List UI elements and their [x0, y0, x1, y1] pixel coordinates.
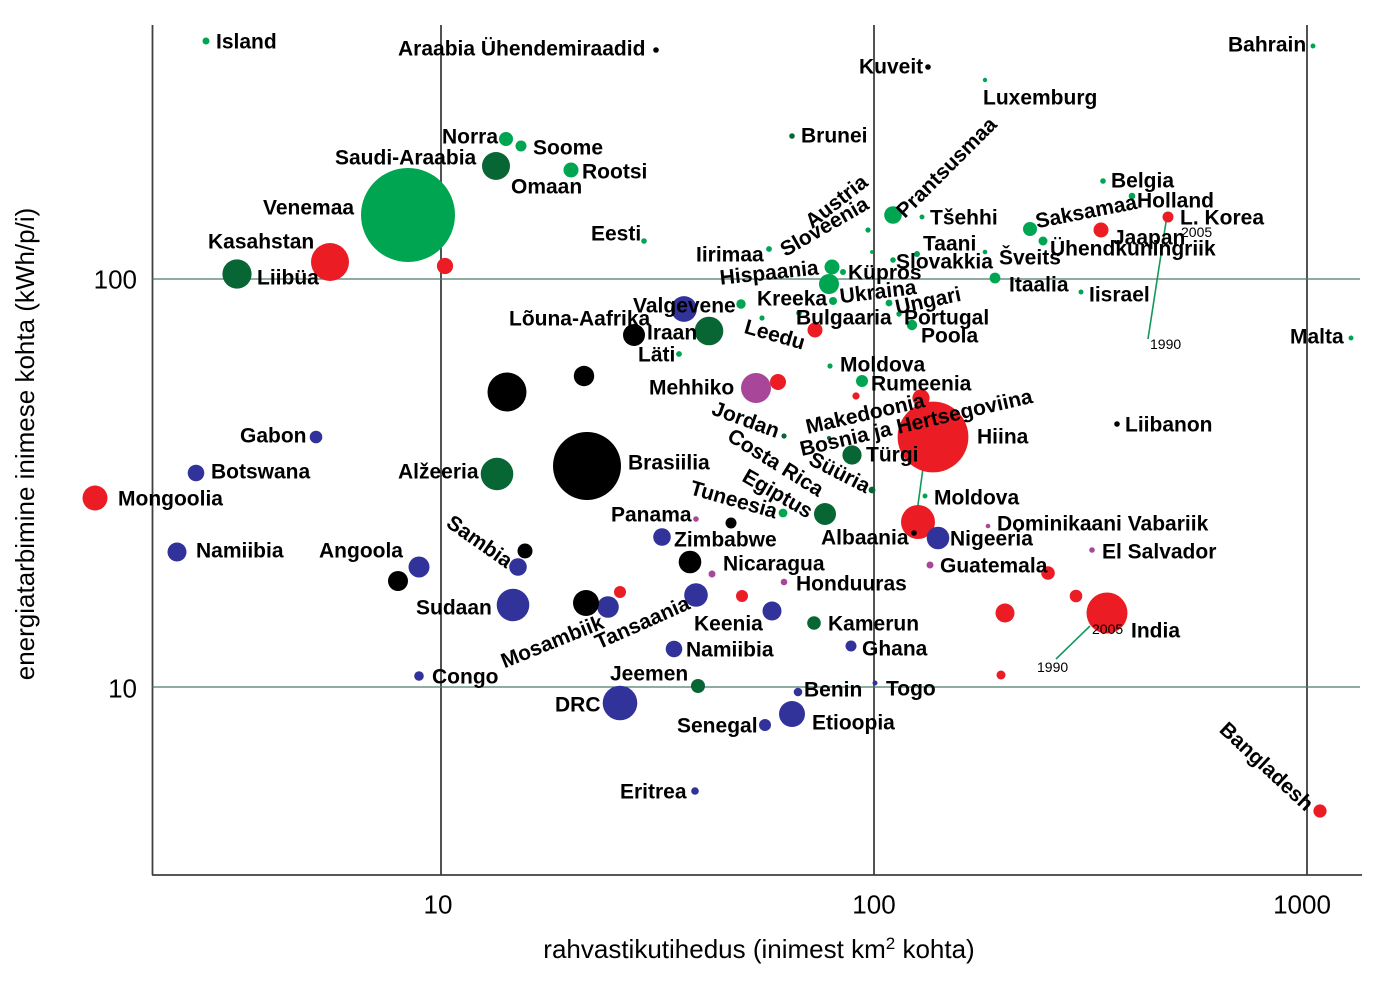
- svg-text:Hiina: Hiina: [977, 426, 1029, 449]
- svg-text:Eesti: Eesti: [591, 223, 641, 246]
- svg-text:Honduuras: Honduuras: [796, 573, 907, 596]
- svg-text:Rootsi: Rootsi: [582, 161, 647, 184]
- svg-text:Poola: Poola: [921, 325, 978, 348]
- svg-text:Holland: Holland: [1137, 190, 1214, 213]
- svg-text:Portugal: Portugal: [904, 307, 989, 330]
- svg-text:Bulgaaria: Bulgaaria: [796, 307, 892, 330]
- svg-text:Araabia Ühendemiraadid: Araabia Ühendemiraadid: [398, 38, 645, 61]
- svg-text:1990: 1990: [1037, 659, 1068, 675]
- svg-text:Mehhiko: Mehhiko: [649, 377, 734, 400]
- svg-text:Eritrea: Eritrea: [620, 781, 687, 804]
- svg-text:rahvastikutihedus (inimest km2: rahvastikutihedus (inimest km2 kohta): [543, 934, 974, 965]
- svg-text:Mongoolia: Mongoolia: [118, 488, 223, 511]
- svg-text:Nicaragua: Nicaragua: [723, 553, 825, 576]
- svg-text:DRC: DRC: [555, 694, 601, 717]
- svg-text:Jeemen: Jeemen: [610, 663, 688, 686]
- svg-text:Moldova: Moldova: [840, 354, 925, 377]
- svg-text:Saudi-Araabia: Saudi-Araabia: [335, 147, 477, 170]
- svg-text:Keenia: Keenia: [694, 613, 763, 636]
- svg-text:100: 100: [852, 889, 895, 919]
- svg-text:Sudaan: Sudaan: [416, 597, 492, 620]
- svg-text:Kasahstan: Kasahstan: [208, 231, 314, 254]
- svg-text:El Salvador: El Salvador: [1102, 541, 1216, 564]
- svg-text:Ghana: Ghana: [862, 638, 928, 661]
- svg-text:Valgevene: Valgevene: [633, 295, 736, 318]
- svg-text:Liibüa: Liibüa: [257, 267, 319, 290]
- svg-text:Iraan: Iraan: [647, 322, 697, 345]
- svg-text:Šveits: Šveits: [999, 246, 1061, 270]
- svg-text:Botswana: Botswana: [211, 461, 311, 484]
- svg-text:Omaan: Omaan: [511, 176, 582, 199]
- svg-text:Zimbabwe: Zimbabwe: [674, 529, 777, 552]
- svg-text:Congo: Congo: [432, 666, 498, 689]
- svg-text:Guatemala: Guatemala: [940, 555, 1048, 578]
- svg-text:Slovakkia: Slovakkia: [896, 251, 993, 274]
- svg-text:Taani: Taani: [923, 233, 976, 256]
- svg-text:Namiibia: Namiibia: [196, 540, 284, 563]
- svg-text:Liibanon: Liibanon: [1125, 414, 1213, 437]
- svg-text:Lõuna-Aafrika: Lõuna-Aafrika: [509, 308, 651, 331]
- svg-text:Norra: Norra: [442, 126, 498, 149]
- svg-text:Namiibia: Namiibia: [686, 639, 774, 662]
- svg-text:Türgi: Türgi: [866, 444, 919, 467]
- svg-text:Brunei: Brunei: [801, 125, 868, 148]
- svg-text:Jaapan: Jaapan: [1113, 227, 1185, 250]
- svg-text:Dominikaani Vabariik: Dominikaani Vabariik: [997, 513, 1209, 536]
- svg-text:Kuveit: Kuveit: [859, 56, 923, 79]
- svg-text:Soome: Soome: [533, 137, 603, 160]
- svg-text:2005: 2005: [1092, 621, 1123, 637]
- svg-text:Rumeenia: Rumeenia: [871, 373, 972, 396]
- svg-text:10: 10: [424, 889, 453, 919]
- svg-text:Angoola: Angoola: [319, 540, 403, 563]
- svg-text:Läti: Läti: [638, 344, 675, 367]
- svg-text:1000: 1000: [1273, 889, 1331, 919]
- svg-text:Benin: Benin: [804, 679, 862, 702]
- svg-text:10: 10: [108, 673, 137, 703]
- svg-text:Nigeeria: Nigeeria: [950, 528, 1033, 551]
- svg-text:Venemaa: Venemaa: [263, 197, 354, 220]
- svg-text:Iisrael: Iisrael: [1089, 284, 1150, 307]
- svg-text:Malta: Malta: [1290, 326, 1344, 349]
- svg-text:2005: 2005: [1181, 224, 1212, 240]
- svg-text:Moldova: Moldova: [934, 487, 1019, 510]
- svg-text:L. Korea: L. Korea: [1180, 207, 1264, 230]
- svg-text:Etioopia: Etioopia: [812, 712, 895, 735]
- svg-text:energiatarbimine inimese kohta: energiatarbimine inimese kohta (kWh/p/i): [10, 208, 40, 681]
- svg-text:Panama: Panama: [611, 504, 692, 527]
- svg-text:100: 100: [94, 264, 137, 294]
- svg-text:Togo: Togo: [886, 678, 936, 701]
- svg-text:1990: 1990: [1150, 336, 1181, 352]
- svg-text:Kreeka: Kreeka: [757, 288, 827, 311]
- svg-text:Kamerun: Kamerun: [828, 613, 919, 636]
- svg-text:Brasiilia: Brasiilia: [628, 452, 710, 475]
- svg-text:Tšehhi: Tšehhi: [930, 207, 998, 230]
- svg-text:Itaalia: Itaalia: [1009, 274, 1069, 297]
- svg-text:Gabon: Gabon: [240, 425, 307, 448]
- svg-text:Belgia: Belgia: [1111, 170, 1174, 193]
- svg-text:Albaania: Albaania: [821, 527, 909, 550]
- svg-text:Ühendkuningriik: Ühendkuningriik: [1050, 238, 1216, 261]
- svg-text:Alžeeria: Alžeeria: [398, 461, 479, 484]
- svg-text:Luxemburg: Luxemburg: [983, 87, 1097, 110]
- svg-text:Senegal: Senegal: [677, 715, 758, 738]
- svg-text:Iirimaa: Iirimaa: [696, 244, 764, 267]
- svg-text:Island: Island: [216, 31, 277, 54]
- svg-text:India: India: [1131, 620, 1180, 643]
- svg-text:Küpros: Küpros: [848, 262, 922, 285]
- svg-text:Bahrain: Bahrain: [1228, 34, 1306, 57]
